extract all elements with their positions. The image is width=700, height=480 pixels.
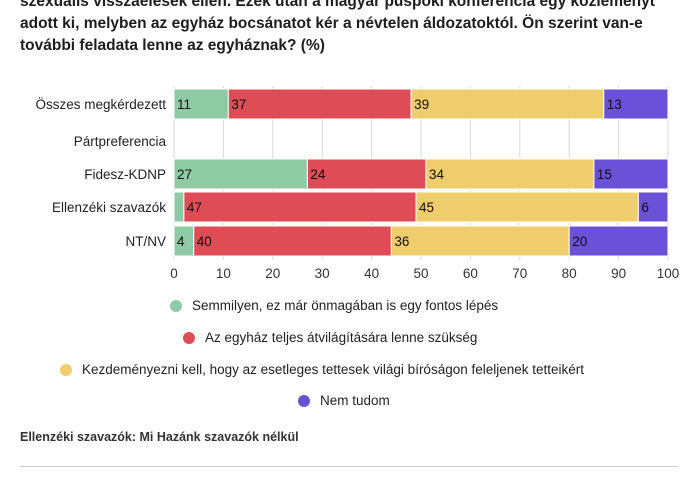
data-label-3-1: 27	[177, 167, 192, 182]
legend-label-3: Kezdeményezni kell, hogy az esetleges te…	[82, 362, 585, 377]
bar-4-2	[183, 191, 417, 223]
data-label-5-1: 4	[177, 234, 185, 249]
x-tick-label-60: 60	[463, 266, 478, 281]
bar-5-2	[193, 225, 392, 257]
chart-header: szexuális visszaélések ellen. Ezek után …	[20, 0, 685, 57]
x-tick-label-10: 10	[216, 266, 231, 281]
bar-5-3	[390, 225, 570, 257]
x-tick-label-70: 70	[512, 266, 527, 281]
data-label-4-4: 6	[641, 200, 649, 215]
bar-3-4	[593, 158, 669, 190]
data-label-4-2: 47	[187, 200, 202, 215]
bottom-divider	[20, 466, 678, 467]
x-tick-label-100: 100	[657, 266, 680, 281]
bar-3-2	[306, 158, 427, 190]
legend-label-1: Semmilyen, ez már önmagában is egy fonto…	[192, 298, 499, 313]
footnote: Ellenzéki szavazók: Mi Hazánk szavazók n…	[20, 430, 299, 444]
data-label-3-4: 15	[597, 167, 612, 182]
data-label-4-3: 45	[419, 200, 434, 215]
bar-4-3	[415, 191, 639, 223]
header-line-1: szexuális visszaélések ellen. Ezek után …	[20, 0, 655, 10]
data-label-5-4: 20	[572, 234, 587, 249]
data-label-5-2: 40	[197, 234, 212, 249]
x-tick-label-50: 50	[413, 266, 428, 281]
data-label-3-2: 24	[310, 167, 326, 182]
stacked-bar-chart: Összes megkérdezett Pártpreferencia Fidesz…	[35, 86, 680, 281]
legend-item-1: Semmilyen, ez már önmagában is egy fonto…	[170, 298, 498, 313]
bar-5-4	[568, 225, 669, 257]
bar-1-2	[227, 88, 412, 120]
category-label-4: Ellenzéki szavazók	[52, 200, 166, 215]
x-tick-label-40: 40	[364, 266, 379, 281]
bar-4-4	[637, 191, 669, 223]
bar-3-1	[173, 158, 308, 190]
x-tick-label-80: 80	[562, 266, 577, 281]
bar-1-4	[603, 88, 669, 120]
x-tick-label-0: 0	[170, 266, 178, 281]
legend-label-2: Az egyház teljes átvilágítására lenne sz…	[205, 330, 478, 345]
x-tick-label-20: 20	[265, 266, 280, 281]
data-label-1-4: 13	[607, 97, 622, 112]
legend-item-2: Az egyház teljes átvilágítására lenne sz…	[183, 330, 477, 345]
legend-swatch-4	[298, 394, 310, 407]
data-label-5-3: 36	[394, 234, 409, 249]
legend-swatch-1	[170, 299, 182, 312]
category-label-1: Összes megkérdezett	[35, 97, 166, 112]
legend-item-3: Kezdeményezni kell, hogy az esetleges te…	[60, 362, 584, 377]
category-label-5: NT/NV	[126, 234, 167, 249]
category-label-2: Pártpreferencia	[74, 134, 167, 149]
legend-swatch-3	[60, 363, 72, 376]
header-line-3: további feladata lenne az egyháznak? (%)	[20, 37, 325, 54]
bar-1-3	[410, 88, 605, 120]
data-label-1-3: 39	[414, 97, 429, 112]
category-label-3: Fidesz-KDNP	[84, 167, 166, 182]
data-label-1-2: 37	[231, 97, 246, 112]
legend-item-4: Nem tudom	[298, 393, 390, 408]
data-label-3-3: 34	[429, 167, 445, 182]
legend-swatch-2	[183, 331, 195, 344]
header-line-2: adott ki, melyben az egyház bocsánatot k…	[20, 15, 643, 32]
bar-3-3	[425, 158, 595, 190]
bar-4-1	[173, 191, 185, 223]
x-tick-label-30: 30	[315, 266, 330, 281]
data-label-1-1: 11	[177, 97, 191, 112]
legend-label-4: Nem tudom	[320, 393, 390, 408]
x-tick-label-90: 90	[611, 266, 626, 281]
